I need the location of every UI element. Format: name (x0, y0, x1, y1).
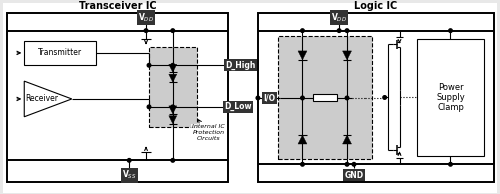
Bar (149, 48, 196, 127)
Circle shape (171, 105, 174, 109)
Text: V$_{SS}$: V$_{SS}$ (122, 169, 136, 181)
Circle shape (171, 158, 174, 162)
Polygon shape (298, 51, 307, 60)
Text: D_Low: D_Low (224, 102, 252, 111)
Circle shape (300, 163, 304, 166)
Text: Transceiver IC: Transceiver IC (79, 1, 156, 11)
Circle shape (345, 163, 349, 166)
Polygon shape (169, 116, 176, 124)
Circle shape (345, 96, 349, 100)
Polygon shape (342, 135, 351, 144)
Polygon shape (169, 64, 176, 72)
Text: Transmitter: Transmitter (38, 48, 82, 57)
Bar (258, 13, 494, 182)
Polygon shape (169, 106, 176, 114)
Circle shape (300, 96, 304, 100)
Bar (418, 39, 484, 156)
Text: Logic IC: Logic IC (354, 1, 398, 11)
Circle shape (338, 29, 341, 32)
Bar (312, 94, 337, 101)
Circle shape (383, 96, 386, 99)
Circle shape (147, 105, 151, 109)
Circle shape (256, 96, 260, 100)
Circle shape (345, 29, 349, 32)
Polygon shape (169, 74, 176, 82)
Text: Internal IC
Protection
Circuits: Internal IC Protection Circuits (192, 124, 225, 141)
Polygon shape (24, 81, 72, 117)
Circle shape (300, 29, 304, 32)
Text: Power
Supply
Clamp: Power Supply Clamp (436, 83, 465, 112)
Circle shape (147, 63, 151, 67)
Circle shape (352, 163, 356, 166)
Circle shape (144, 29, 148, 32)
Text: V$_{DD}$: V$_{DD}$ (138, 11, 154, 24)
Bar (8, 13, 228, 182)
Bar (278, 36, 372, 159)
Text: V$_{DD}$: V$_{DD}$ (331, 11, 347, 24)
Circle shape (171, 29, 174, 32)
Polygon shape (342, 51, 351, 60)
Circle shape (171, 63, 174, 67)
Circle shape (128, 158, 131, 162)
Circle shape (448, 163, 452, 166)
Polygon shape (298, 135, 307, 144)
Circle shape (448, 29, 452, 32)
Text: I/O: I/O (264, 94, 276, 102)
Text: GND: GND (344, 171, 364, 180)
Bar (24, 41, 96, 65)
Text: Receiver: Receiver (26, 94, 58, 103)
Text: D_High: D_High (225, 61, 256, 70)
